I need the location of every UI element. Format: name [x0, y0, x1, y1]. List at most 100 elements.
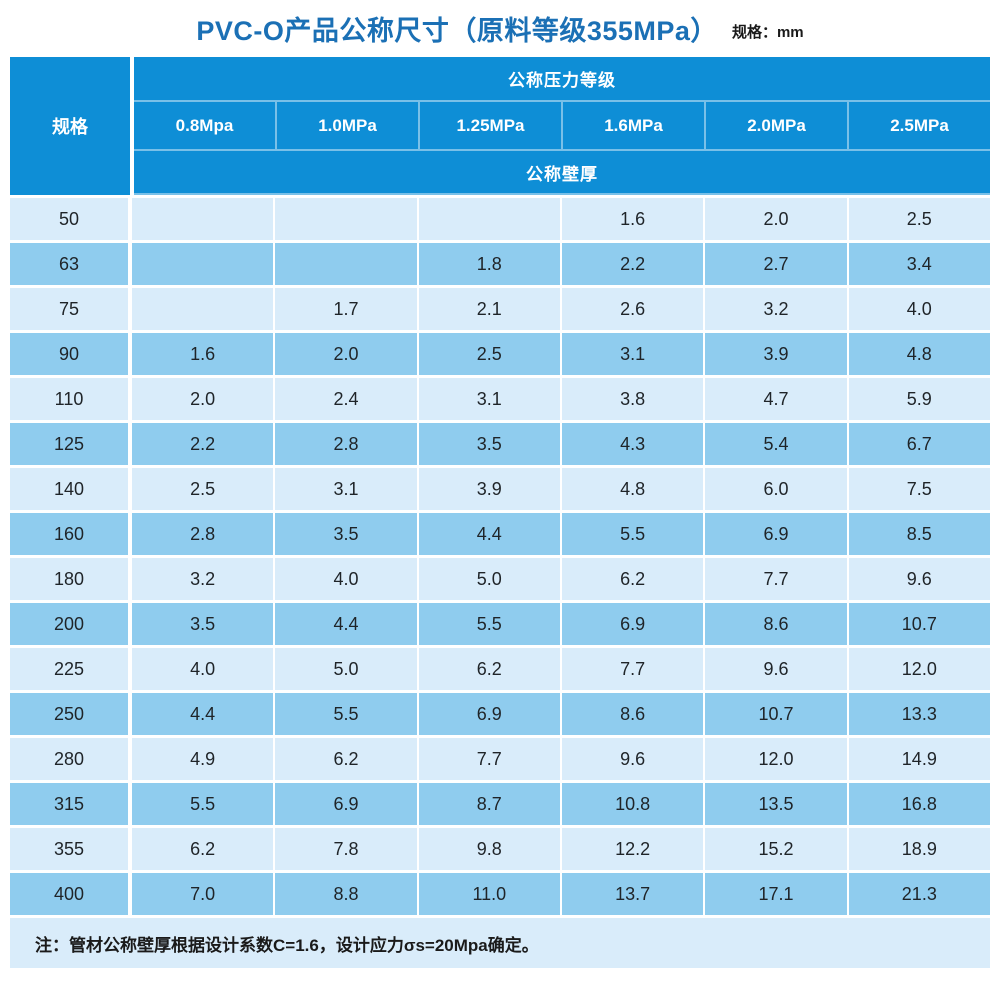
value-cell: 4.8 — [848, 333, 990, 375]
value-cell: 4.9 — [132, 738, 274, 780]
value-cell — [275, 243, 417, 285]
pressure-level-header: 0.8Mpa — [134, 102, 275, 149]
table-row: 160 2.8 3.5 4.4 5.5 6.9 8.5 — [10, 513, 990, 555]
value-cell: 2.0 — [705, 198, 847, 240]
value-cell: 2.6 — [561, 288, 704, 330]
spec-cell: 180 — [10, 558, 128, 600]
value-cell: 8.7 — [418, 783, 560, 825]
value-cell: 3.4 — [848, 243, 990, 285]
value-cell: 3.8 — [561, 378, 704, 420]
spec-cell: 315 — [10, 783, 128, 825]
value-cell: 9.6 — [848, 558, 990, 600]
value-cell: 7.5 — [848, 468, 990, 510]
table-row: 75 1.7 2.1 2.6 3.2 4.0 — [10, 288, 990, 330]
value-cell: 3.1 — [418, 378, 560, 420]
value-cell: 7.0 — [132, 873, 274, 915]
unit-label: 规格：mm — [731, 24, 804, 41]
spec-cell: 400 — [10, 873, 128, 915]
value-cell: 17.1 — [705, 873, 847, 915]
value-cell: 5.4 — [705, 423, 847, 465]
value-cell: 3.1 — [275, 468, 417, 510]
value-cell: 6.9 — [418, 693, 560, 735]
value-cell: 4.4 — [132, 693, 274, 735]
pressure-header-block: 公称压力等级 0.8Mpa 1.0MPa 1.25MPa 1.6MPa 2.0MPa 2.… — [134, 57, 990, 195]
value-cell: 5.5 — [275, 693, 417, 735]
value-cell: 13.7 — [561, 873, 704, 915]
value-cell — [132, 198, 274, 240]
note-bar: 注：管材公称壁厚根据设计系数C=1.6，设计应力σs=20Mpa确定。 — [10, 918, 990, 968]
value-cell: 2.7 — [705, 243, 847, 285]
value-cell: 7.8 — [275, 828, 417, 870]
value-cell: 10.7 — [705, 693, 847, 735]
value-cell: 3.2 — [132, 558, 274, 600]
value-cell: 12.0 — [705, 738, 847, 780]
value-cell: 3.5 — [418, 423, 560, 465]
spec-cell: 200 — [10, 603, 128, 645]
value-cell: 4.0 — [275, 558, 417, 600]
value-cell — [418, 198, 560, 240]
spec-cell: 225 — [10, 648, 128, 690]
value-cell: 6.7 — [848, 423, 990, 465]
table-row: 90 1.6 2.0 2.5 3.1 3.9 4.8 — [10, 333, 990, 375]
value-cell: 14.9 — [848, 738, 990, 780]
value-cell: 4.3 — [561, 423, 704, 465]
value-cell: 7.7 — [418, 738, 560, 780]
spec-cell: 140 — [10, 468, 128, 510]
value-cell: 8.8 — [275, 873, 417, 915]
value-cell: 4.8 — [561, 468, 704, 510]
pressure-level-header: 2.5MPa — [849, 102, 990, 149]
value-cell: 4.4 — [418, 513, 560, 555]
pressure-group-header: 公称压力等级 — [134, 57, 990, 100]
value-cell: 5.0 — [275, 648, 417, 690]
value-cell — [132, 243, 274, 285]
table-row: 400 7.0 8.8 11.0 13.7 17.1 21.3 — [10, 873, 990, 915]
value-cell: 2.5 — [132, 468, 274, 510]
spec-cell: 280 — [10, 738, 128, 780]
value-cell: 2.1 — [418, 288, 560, 330]
spec-column-header: 规格 — [10, 57, 130, 195]
pressure-levels-row: 0.8Mpa 1.0MPa 1.25MPa 1.6MPa 2.0MPa 2.5MPa — [134, 102, 990, 149]
value-cell: 5.5 — [418, 603, 560, 645]
value-cell: 13.5 — [705, 783, 847, 825]
value-cell: 4.0 — [132, 648, 274, 690]
table-header: 规格 公称压力等级 0.8Mpa 1.0MPa 1.25MPa 1.6MPa 2.0MP… — [10, 57, 990, 195]
table-row: 225 4.0 5.0 6.2 7.7 9.6 12.0 — [10, 648, 990, 690]
wall-thickness-header: 公称壁厚 — [134, 151, 990, 193]
value-cell: 5.0 — [418, 558, 560, 600]
value-cell: 9.6 — [705, 648, 847, 690]
value-cell: 3.1 — [561, 333, 704, 375]
table-row: 110 2.0 2.4 3.1 3.8 4.7 5.9 — [10, 378, 990, 420]
value-cell: 4.7 — [705, 378, 847, 420]
table-row: 250 4.4 5.5 6.9 8.6 10.7 13.3 — [10, 693, 990, 735]
pressure-level-header: 1.25MPa — [420, 102, 561, 149]
table-row: 50 1.6 2.0 2.5 — [10, 198, 990, 240]
pressure-level-header: 1.6MPa — [563, 102, 704, 149]
spec-cell: 250 — [10, 693, 128, 735]
value-cell: 3.2 — [705, 288, 847, 330]
value-cell: 9.6 — [561, 738, 704, 780]
pressure-level-header: 2.0MPa — [706, 102, 847, 149]
value-cell: 15.2 — [705, 828, 847, 870]
value-cell: 6.2 — [418, 648, 560, 690]
table-row: 140 2.5 3.1 3.9 4.8 6.0 7.5 — [10, 468, 990, 510]
value-cell: 6.9 — [275, 783, 417, 825]
spec-cell: 160 — [10, 513, 128, 555]
value-cell: 7.7 — [561, 648, 704, 690]
value-cell: 6.2 — [275, 738, 417, 780]
value-cell: 7.7 — [705, 558, 847, 600]
value-cell: 2.5 — [848, 198, 990, 240]
title-bar: PVC-O产品公称尺寸（原料等级355MPa） 规格：mm — [0, 0, 1000, 57]
value-cell: 10.7 — [848, 603, 990, 645]
value-cell: 2.0 — [132, 378, 274, 420]
value-cell: 6.9 — [561, 603, 704, 645]
value-cell: 5.5 — [132, 783, 274, 825]
value-cell: 4.0 — [848, 288, 990, 330]
value-cell: 6.9 — [705, 513, 847, 555]
value-cell: 12.2 — [561, 828, 704, 870]
value-cell: 1.6 — [132, 333, 274, 375]
value-cell: 6.2 — [561, 558, 704, 600]
value-cell: 3.5 — [275, 513, 417, 555]
value-cell: 2.0 — [275, 333, 417, 375]
spec-cell: 125 — [10, 423, 128, 465]
value-cell: 6.2 — [132, 828, 274, 870]
